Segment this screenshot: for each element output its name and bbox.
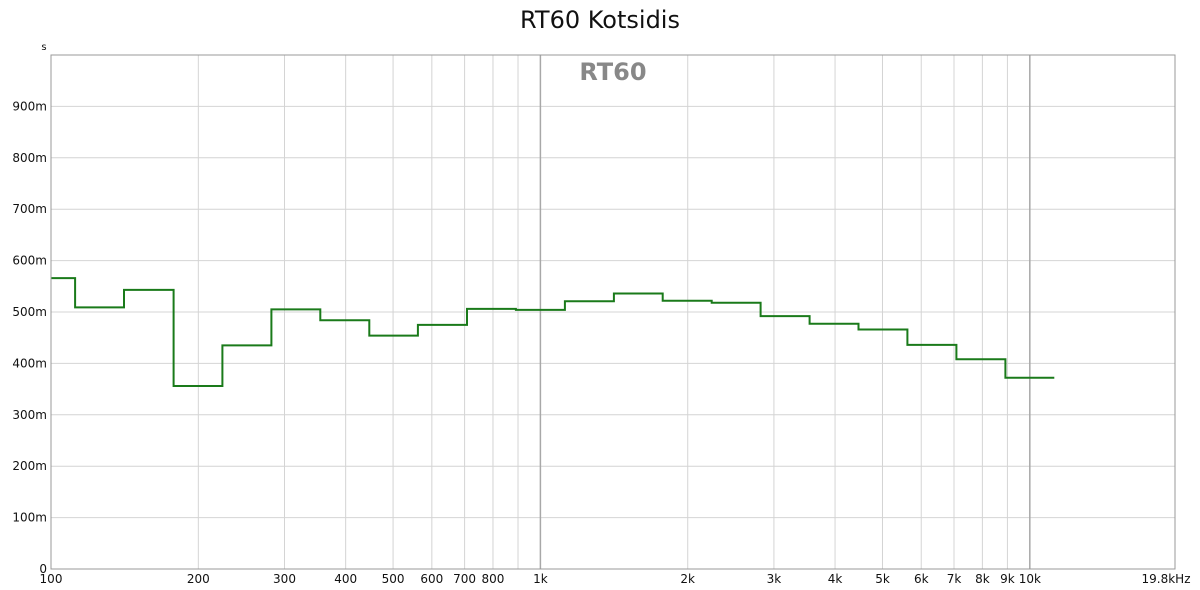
x-tick-label: 7k [947, 572, 962, 586]
y-tick-label: 600m [12, 254, 47, 268]
rt60-series-line [51, 277, 1055, 387]
x-tick-label: 4k [828, 572, 843, 586]
x-tick-label: 200 [187, 572, 210, 586]
x-axis-end-label: 19.8kHz [1142, 572, 1191, 586]
x-tick-label: 3k [767, 572, 782, 586]
y-tick-labels: 0 100m 200m 300m 400m 500m 600m 700m 800m 900m [12, 99, 47, 576]
x-tick-label: 300 [273, 572, 296, 586]
x-tick-label: 10k [1019, 572, 1041, 586]
plot-frame [50, 54, 1176, 570]
y-tick-label: 100m [12, 511, 47, 525]
x-tick-labels: 100 200 300 400 500 600 700 800 1k 2k 3k 4k 5k 6k 7k 8k… [40, 572, 1041, 586]
x-tick-label: 500 [382, 572, 405, 586]
x-tick-label: 5k [875, 572, 890, 586]
x-tick-label: 400 [334, 572, 357, 586]
y-tick-label: 200m [12, 459, 47, 473]
x-tick-label: 6k [914, 572, 929, 586]
y-tick-label: 0 [39, 562, 47, 576]
y-tick-label: 500m [12, 305, 47, 319]
y-tick-label: 700m [12, 202, 47, 216]
x-tick-label: 800 [482, 572, 505, 586]
x-tick-label: 8k [975, 572, 990, 586]
x-tick-label: 600 [420, 572, 443, 586]
x-tick-label: 100 [40, 572, 63, 586]
series-layer [51, 277, 1055, 387]
chart-title: RT60 Kotsidis [520, 6, 680, 34]
x-tick-label: 2k [680, 572, 695, 586]
y-tick-label: 800m [12, 151, 47, 165]
y-axis-unit: s [41, 42, 46, 53]
x-tick-label: 9k [1000, 572, 1015, 586]
x-tick-label: 700 [453, 572, 476, 586]
y-tick-label: 400m [12, 356, 47, 370]
y-tick-label: 300m [12, 408, 47, 422]
chart-watermark: RT60 [579, 58, 646, 86]
y-tick-label: 900m [12, 99, 47, 113]
x-tick-label: 1k [533, 572, 548, 586]
